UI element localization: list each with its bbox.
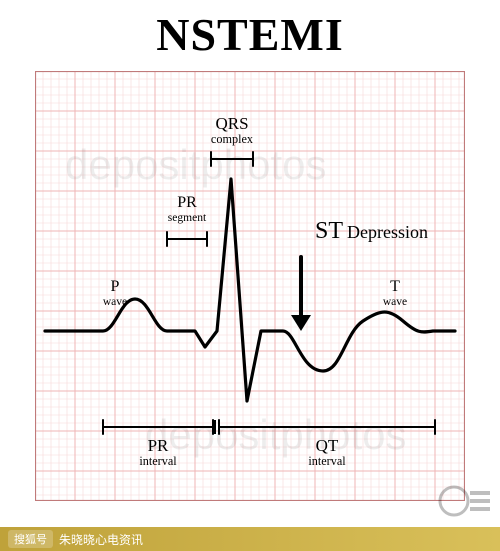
label-qt-interval: QT interval — [277, 437, 377, 468]
footer-text: 朱晓晓心电资讯 — [59, 531, 143, 548]
stock-badge-icon — [434, 481, 494, 521]
footer-bar: 搜狐号 朱晓晓心电资讯 — [0, 527, 500, 551]
footer-logo: 搜狐号 — [8, 530, 53, 548]
label-pr-interval: PR interval — [108, 437, 208, 468]
page-title: NSTEMI — [0, 0, 500, 61]
label-p-wave: P wave — [65, 279, 165, 308]
label-st-depression: ST Depression — [315, 219, 475, 244]
label-qrs-complex: QRS complex — [182, 115, 282, 146]
label-t-wave: T wave — [345, 279, 445, 308]
label-pr-segment: PR segment — [137, 195, 237, 224]
ecg-diagram: QRS complex PR segment ST Depression P w… — [35, 71, 465, 501]
